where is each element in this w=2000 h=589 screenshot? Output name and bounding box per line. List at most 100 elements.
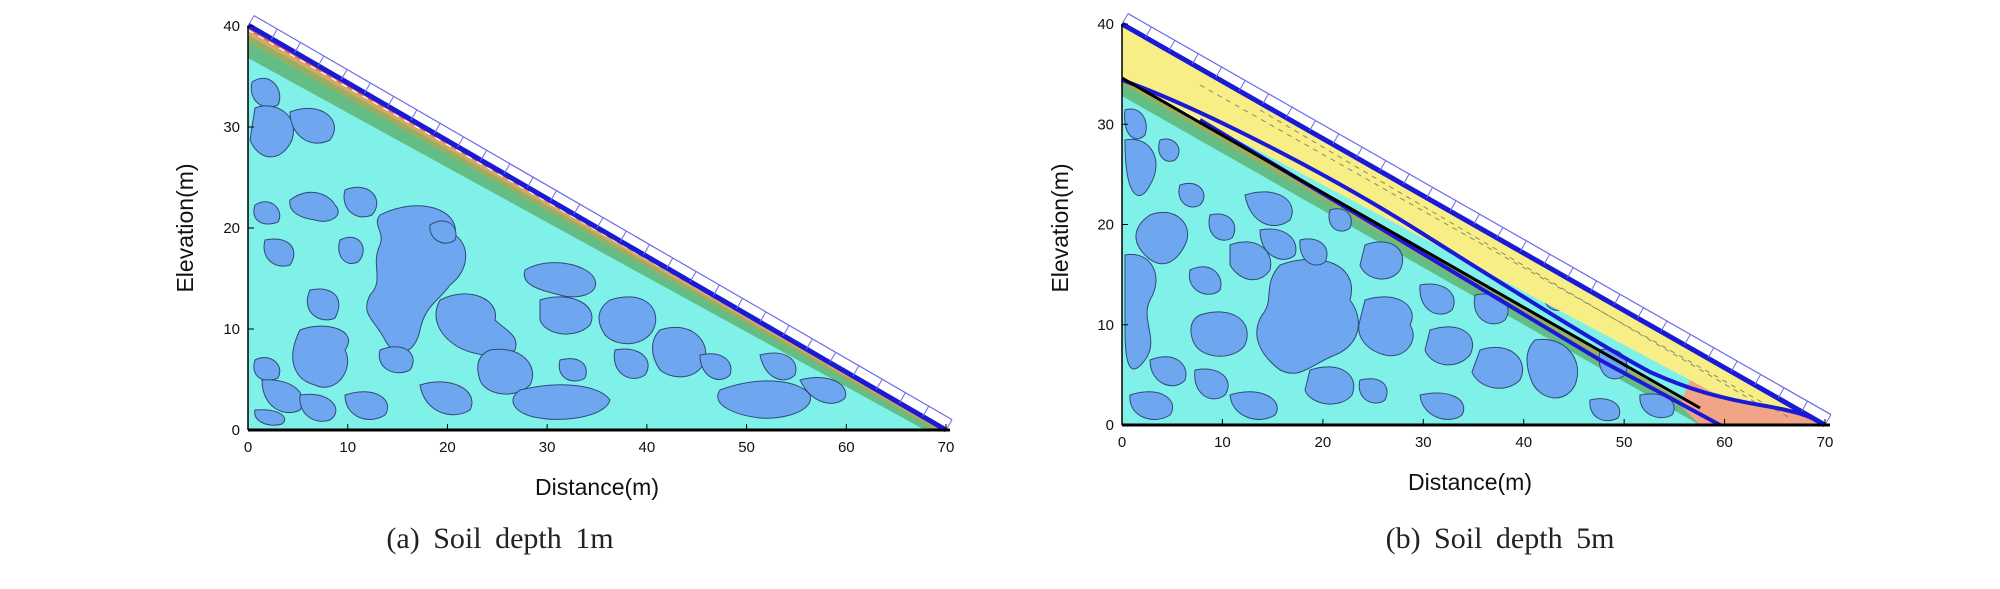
panel-a: 0 10 20 30 40 0 10 20 30 40 50 60 70 Distance(m) El… xyxy=(172,15,955,555)
ladder-rung xyxy=(736,298,744,310)
ladder-rung xyxy=(1683,334,1691,346)
ladder-rung xyxy=(596,217,604,229)
ladder-rung xyxy=(294,42,301,54)
ladder-rung xyxy=(1613,294,1621,305)
slope-diagram-a: 0 10 20 30 40 0 10 20 30 40 50 60 70 Distance(m) El… xyxy=(172,15,955,500)
x-ticks: 0 10 20 30 40 50 60 70 xyxy=(244,424,955,456)
ladder-rung xyxy=(1730,360,1738,372)
ladder-rung xyxy=(1801,400,1808,412)
ladder-rung xyxy=(829,352,837,363)
ladder-rung xyxy=(1144,26,1152,38)
soil-layer-dash-line xyxy=(247,29,945,431)
ladder-rung xyxy=(1519,240,1527,252)
ladder-rung xyxy=(573,203,581,215)
ladder-rung xyxy=(503,163,511,175)
x-tick-label: 60 xyxy=(838,439,855,456)
ladder-rung xyxy=(1449,200,1457,212)
ladder-rung xyxy=(1777,387,1785,399)
slice-ladder xyxy=(247,15,953,431)
x-tick-label: 70 xyxy=(1817,434,1834,451)
ladder-rung xyxy=(1590,280,1598,292)
ladder-rung xyxy=(270,28,278,40)
y-tick-label: 0 xyxy=(1106,417,1114,434)
ladder-rung xyxy=(1543,253,1551,265)
ladder-rung xyxy=(666,257,674,269)
caption-a: (a) Soil depth 1m xyxy=(386,522,614,555)
ladder-rung xyxy=(387,96,395,108)
ladder-rung xyxy=(805,338,813,350)
ladder-rung xyxy=(643,244,650,256)
caption-b: (b) Soil depth 5m xyxy=(1385,522,1615,555)
ladder-rung xyxy=(1285,106,1293,118)
ladder-rung xyxy=(550,190,557,202)
x-tick-label: 0 xyxy=(244,439,252,456)
ladder-rung xyxy=(945,419,953,431)
ladder-rung xyxy=(1824,414,1832,426)
ladder-rung xyxy=(782,325,790,336)
y-tick-label: 20 xyxy=(223,220,240,237)
ladder-rung xyxy=(852,365,860,377)
x-tick-label: 60 xyxy=(1716,434,1733,451)
y-tick-label: 10 xyxy=(1097,317,1114,334)
ladder-rung xyxy=(1121,13,1129,25)
ladder-rung xyxy=(1566,267,1574,279)
ladder-rung xyxy=(363,82,371,94)
ladder-rung xyxy=(456,136,464,148)
y-axis-title: Elevation(m) xyxy=(1047,163,1073,292)
x-ticks: 0 10 20 30 40 50 60 70 xyxy=(1118,419,1834,451)
ladder-rung xyxy=(922,405,930,417)
ladder-rung xyxy=(1309,120,1316,132)
ladder-rung xyxy=(712,284,720,296)
ladder-rung xyxy=(1238,80,1246,92)
ladder-rung xyxy=(340,69,348,81)
ladder-rung xyxy=(1379,160,1387,172)
y-tick-label: 10 xyxy=(223,321,240,338)
panel-b: 0 10 20 30 40 0 10 20 30 40 50 60 70 Distance(m) El… xyxy=(1000,0,2000,589)
x-tick-label: 0 xyxy=(1118,434,1126,451)
x-tick-label: 40 xyxy=(639,439,656,456)
x-tick-label: 50 xyxy=(1616,434,1633,451)
ladder-rung xyxy=(759,311,767,323)
ladder-rung xyxy=(1168,40,1176,51)
x-axis-title: Distance(m) xyxy=(535,474,659,500)
ladder-rung xyxy=(1660,320,1668,332)
slip-surface-curve xyxy=(1121,78,1827,427)
ladder-rung xyxy=(1707,347,1715,359)
slope-diagram-b: 0 10 20 30 40 0 10 20 30 40 50 60 70 Distance(m) El… xyxy=(1047,13,1834,495)
ladder-rung xyxy=(480,150,488,161)
ladder-rung xyxy=(689,271,697,283)
ladder-rung xyxy=(619,230,627,242)
x-tick-label: 10 xyxy=(339,439,356,456)
x-tick-label: 40 xyxy=(1515,434,1532,451)
x-tick-label: 20 xyxy=(1315,434,1332,451)
x-tick-label: 70 xyxy=(938,439,955,456)
y-tick-label: 30 xyxy=(223,119,240,136)
low-pressure-patches xyxy=(1124,108,1675,422)
y-axis-title: Elevation(m) xyxy=(172,163,198,292)
ladder-rung xyxy=(526,176,534,188)
x-tick-label: 10 xyxy=(1214,434,1231,451)
y-tick-label: 40 xyxy=(1097,16,1114,33)
ladder-rung xyxy=(1332,133,1340,145)
yellow-dash-line-2 xyxy=(1259,109,1761,406)
ladder-rung xyxy=(875,378,883,390)
toe-region-salmon xyxy=(1680,380,1825,425)
y-tick-label: 20 xyxy=(1097,217,1114,234)
ladder-rung xyxy=(1191,53,1199,65)
ladder-rung xyxy=(1215,66,1223,78)
ladder-rung xyxy=(1637,307,1644,319)
ladder-rung xyxy=(1473,213,1480,225)
ladder-rung xyxy=(1754,374,1762,386)
x-tick-label: 50 xyxy=(738,439,755,456)
ladder-rung xyxy=(410,109,418,121)
x-tick-label: 30 xyxy=(1415,434,1432,451)
ladder-rung xyxy=(247,15,255,27)
ladder-rung xyxy=(1355,146,1363,158)
y-tick-label: 40 xyxy=(223,18,240,35)
ladder-rung xyxy=(1426,187,1434,199)
y-tick-label: 0 xyxy=(232,422,240,439)
y-ticks: 0 10 20 30 40 xyxy=(1097,16,1128,434)
ladder-rung xyxy=(1402,173,1410,185)
ladder-rung xyxy=(1496,227,1504,239)
ladder-rung xyxy=(1262,93,1269,105)
